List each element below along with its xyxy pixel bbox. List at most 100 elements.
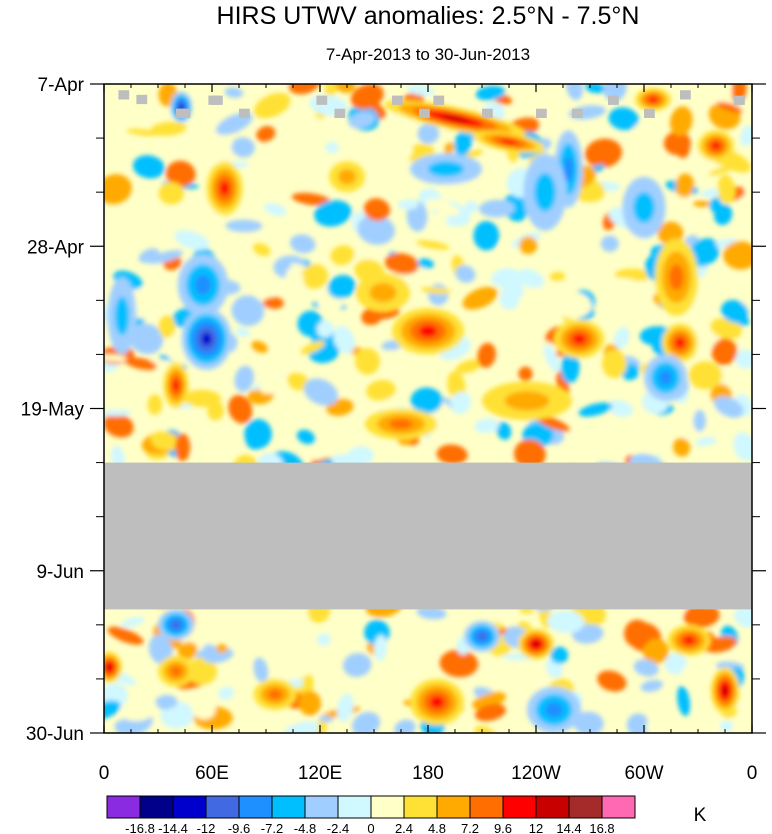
colorbar-swatch (568, 795, 603, 819)
field-patch (281, 721, 320, 733)
field-patch (201, 644, 218, 663)
field-patch (293, 149, 328, 172)
field-patch (225, 219, 263, 233)
field-patch (417, 258, 435, 269)
anomaly-feature (201, 332, 212, 346)
field-patch (514, 439, 546, 469)
anomaly-feature (220, 181, 230, 196)
field-patch (182, 389, 222, 408)
plot-area (104, 84, 752, 733)
field-patch (288, 84, 320, 95)
field-patch (259, 375, 288, 394)
field-patch (251, 340, 268, 353)
field-patch (675, 173, 695, 198)
field-patch (710, 318, 743, 340)
field-patch (549, 271, 566, 282)
field-patch (324, 84, 338, 97)
field-patch (316, 320, 334, 338)
colorbar: -16.8 -14.4 -12 -9.6 -7.2 -4.8 -2.4 0 2.4 4.8 7.2 9… (106, 795, 636, 834)
field-patch (303, 378, 338, 406)
field-patch (603, 84, 627, 102)
field-patch (573, 711, 604, 733)
field-patch (600, 235, 619, 252)
field-patch (474, 703, 507, 722)
field-patch (608, 107, 639, 131)
field-patch (417, 123, 440, 144)
field-patch (218, 686, 235, 700)
field-patch (350, 84, 384, 110)
field-patch (552, 291, 592, 319)
y-axis: 7-Apr 28-Apr 19-May 9-Jun 30-Jun (21, 75, 766, 745)
anomaly-feature (563, 156, 574, 182)
field-patch (560, 352, 580, 384)
colorbar-label: 4.8 (428, 821, 446, 834)
anomaly-feature (114, 296, 130, 336)
anomaly-feature (171, 620, 181, 629)
field-patch (147, 394, 163, 415)
colorbar-label: 9.6 (494, 821, 512, 834)
field-patch (231, 137, 255, 158)
anomaly-feature (477, 632, 487, 641)
field-patch (693, 410, 706, 432)
field-patch (231, 295, 265, 327)
field-patch (148, 634, 173, 665)
field-patch (738, 188, 752, 216)
anomaly-feature (572, 334, 586, 344)
field-patch (426, 212, 448, 229)
field-patch (296, 429, 315, 445)
field-patch (631, 431, 659, 453)
field-patch (154, 694, 178, 710)
field-patch (496, 421, 512, 440)
field-patch (278, 648, 316, 680)
colorbar-label: -12 (197, 821, 216, 834)
field-patch (683, 604, 720, 628)
field-patch (348, 111, 376, 129)
anomaly-feature (633, 192, 655, 224)
field-patch (262, 297, 284, 310)
field-patch (436, 444, 468, 465)
y-tick-label: 30-Jun (26, 724, 84, 745)
field-patch (518, 366, 533, 381)
field-patch (165, 160, 196, 188)
anomaly-feature (500, 139, 518, 145)
field-patch (301, 264, 329, 289)
x-tick-label: 0 (99, 763, 110, 784)
anomaly-feature (658, 369, 673, 386)
field-patch (298, 691, 322, 716)
colorbar-label: -9.6 (228, 821, 250, 834)
field-patch (325, 141, 339, 154)
field-patch (503, 193, 528, 222)
field-patch (357, 214, 395, 245)
field-patch (107, 626, 144, 645)
x-tick-label: 60E (195, 763, 229, 784)
field-patch (124, 357, 157, 370)
field-patch (624, 619, 651, 648)
colorbar-swatch (337, 795, 372, 819)
field-patch (146, 250, 184, 264)
field-patch (709, 197, 722, 213)
y-tick-label: 19-May (21, 400, 85, 421)
field-patch (607, 400, 633, 417)
field-patch (104, 413, 134, 438)
field-patch (664, 653, 687, 675)
anomaly-feature (545, 702, 563, 718)
missing-data-patch (433, 95, 445, 105)
colorbar-label: -14.4 (158, 821, 188, 834)
missing-data-patch (680, 90, 691, 100)
field-patch (491, 268, 521, 287)
field-patch (740, 125, 752, 147)
anomaly-feature (722, 685, 728, 696)
field-patch (186, 657, 218, 685)
field-patch (150, 121, 187, 136)
field-patch (209, 140, 238, 165)
field-patch (692, 238, 717, 252)
field-patch (361, 307, 383, 326)
field-patch (175, 433, 191, 462)
field-patch (138, 248, 160, 263)
field-patch (464, 200, 478, 214)
colorbar-label: 2.4 (395, 821, 413, 834)
field-patch (244, 419, 272, 449)
field-patch (252, 242, 271, 257)
field-patch (314, 200, 352, 227)
field-patch (455, 265, 476, 283)
